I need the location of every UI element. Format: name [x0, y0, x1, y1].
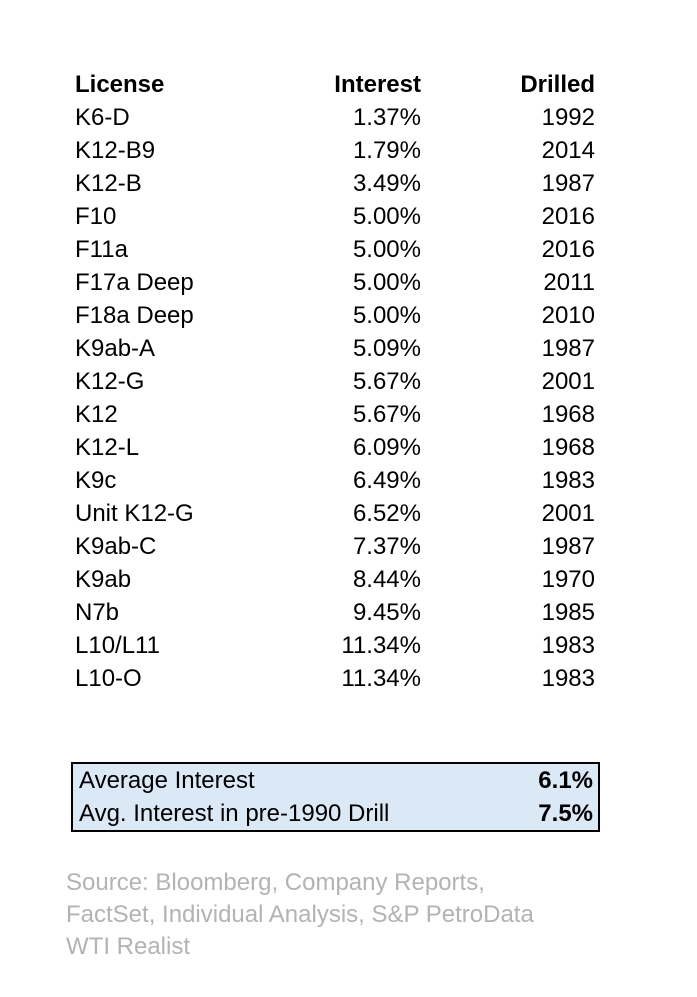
interest-cell: 5.09%	[352, 335, 421, 362]
source-note: Source: Bloomberg, Company Reports, Fact…	[66, 867, 646, 963]
drilled-cell: 1992	[541, 104, 595, 131]
table-row: F10 5.00% 2016	[75, 200, 595, 233]
table-row: L10-O 11.34% 1983	[75, 662, 595, 695]
header-interest: Interest	[334, 71, 421, 98]
drilled-cell: 1983	[541, 665, 595, 692]
interest-cell: 6.09%	[352, 434, 421, 461]
drilled-cell: 1983	[541, 467, 595, 494]
interest-cell: 5.67%	[352, 368, 421, 395]
drilled-cell: 1987	[541, 335, 595, 362]
table-row: K9ab 8.44% 1970	[75, 563, 595, 596]
interest-cell: 1.37%	[352, 104, 421, 131]
table-row: K12-L 6.09% 1968	[75, 431, 595, 464]
interest-cell: 1.79%	[352, 137, 421, 164]
license-cell: K12-L	[75, 434, 140, 461]
drilled-cell: 1970	[541, 566, 595, 593]
license-cell: K12-B9	[75, 137, 156, 164]
header-drilled: Drilled	[520, 71, 595, 98]
license-cell: K9ab	[75, 566, 132, 593]
drilled-cell: 2011	[543, 269, 595, 296]
interest-cell: 5.67%	[352, 401, 421, 428]
drilled-cell: 1968	[541, 401, 595, 428]
license-cell: F11a	[75, 236, 128, 263]
summary-value: 7.5%	[538, 800, 593, 827]
table-row: K6-D 1.37% 1992	[75, 101, 595, 134]
interest-cell: 7.37%	[352, 533, 421, 560]
license-cell: K12-G	[75, 368, 145, 395]
source-line: WTI Realist	[66, 933, 191, 960]
table-row: F11a 5.00% 2016	[75, 233, 595, 266]
drilled-cell: 1987	[541, 533, 595, 560]
license-cell: K9ab-C	[75, 533, 157, 560]
drilled-cell: 2001	[541, 500, 595, 527]
license-cell: K9ab-A	[75, 335, 156, 362]
header-license: License	[75, 71, 165, 98]
table-row: F18a Deep 5.00% 2010	[75, 299, 595, 332]
table-row: L10/L11 11.34% 1983	[75, 629, 595, 662]
license-cell: L10-O	[75, 665, 142, 692]
table-row: K9ab-A 5.09% 1987	[75, 332, 595, 365]
license-cell: L10/L11	[75, 632, 160, 659]
license-table: License Interest Drilled K6-D 1.37% 1992…	[75, 68, 595, 695]
summary-label: Average Interest	[79, 767, 255, 794]
drilled-cell: 2001	[541, 368, 595, 395]
drilled-cell: 2016	[541, 203, 595, 230]
summary-box: Average Interest 6.1% Avg. Interest in p…	[71, 762, 600, 832]
license-cell: F10	[75, 203, 117, 230]
interest-cell: 11.34%	[341, 665, 421, 692]
interest-cell: 6.49%	[352, 467, 421, 494]
license-cell: K12-B	[75, 170, 142, 197]
table-row: N7b 9.45% 1985	[75, 596, 595, 629]
table-body: K6-D 1.37% 1992 K12-B9 1.79% 2014 K12-B …	[75, 101, 595, 695]
table-row: K12-G 5.67% 2001	[75, 365, 595, 398]
license-cell: K9c	[75, 467, 117, 494]
license-cell: K6-D	[75, 104, 130, 131]
interest-cell: 6.52%	[352, 500, 421, 527]
summary-label: Avg. Interest in pre-1990 Drill	[79, 800, 390, 827]
table-row: Unit K12-G 6.52% 2001	[75, 497, 595, 530]
table-row: K12-B 3.49% 1987	[75, 167, 595, 200]
license-cell: F18a Deep	[75, 302, 194, 329]
table-row: K12-B9 1.79% 2014	[75, 134, 595, 167]
interest-cell: 5.00%	[352, 269, 421, 296]
drilled-cell: 2010	[541, 302, 595, 329]
drilled-cell: 1983	[541, 632, 595, 659]
table-row: F17a Deep 5.00% 2011	[75, 266, 595, 299]
summary-row: Avg. Interest in pre-1990 Drill 7.5%	[73, 797, 598, 830]
source-line: FactSet, Individual Analysis, S&P PetroD…	[66, 901, 534, 928]
interest-cell: 5.00%	[352, 203, 421, 230]
source-line: Source: Bloomberg, Company Reports,	[66, 869, 485, 896]
license-cell: Unit K12-G	[75, 500, 194, 527]
drilled-cell: 2016	[541, 236, 595, 263]
summary-row: Average Interest 6.1%	[73, 764, 598, 797]
drilled-cell: 2014	[541, 137, 595, 164]
license-cell: N7b	[75, 599, 120, 626]
drilled-cell: 1968	[541, 434, 595, 461]
table-header-row: License Interest Drilled	[75, 68, 595, 101]
summary-value: 6.1%	[538, 767, 593, 794]
table-row: K9c 6.49% 1983	[75, 464, 595, 497]
table-row: K12 5.67% 1968	[75, 398, 595, 431]
table-row: K9ab-C 7.37% 1987	[75, 530, 595, 563]
interest-cell: 3.49%	[352, 170, 421, 197]
interest-cell: 8.44%	[352, 566, 421, 593]
interest-cell: 5.00%	[352, 302, 421, 329]
license-cell: K12	[75, 401, 118, 428]
interest-cell: 9.45%	[352, 599, 421, 626]
interest-cell: 5.00%	[352, 236, 421, 263]
drilled-cell: 1987	[541, 170, 595, 197]
drilled-cell: 1985	[541, 599, 595, 626]
interest-cell: 11.34%	[341, 632, 421, 659]
license-cell: F17a Deep	[75, 269, 194, 296]
